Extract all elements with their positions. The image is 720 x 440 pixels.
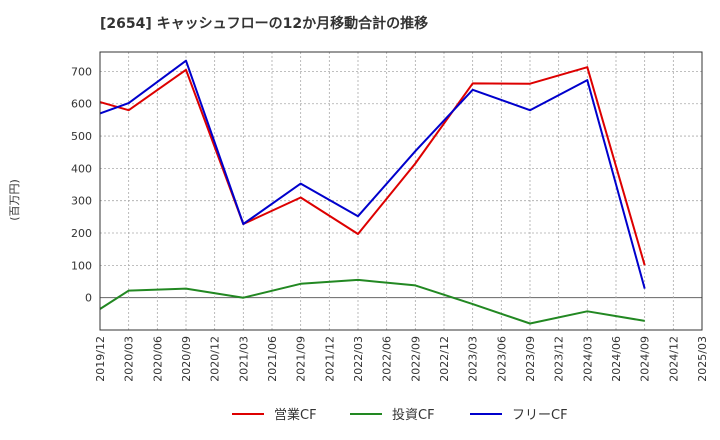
x-tick-2024/09: 2024/09 (639, 336, 652, 382)
y-tick-500: 500 (71, 130, 92, 143)
legend: 営業CF 投資CF フリーCF (232, 407, 568, 423)
legend-label-1: 投資CF (392, 407, 435, 423)
y-tick-labels: 0 100 200 300 400 500 600 700 (71, 65, 92, 304)
x-tick-labels: 2019/12 2020/03 2020/06 2020/09 2020/12 2021/… (94, 336, 709, 382)
x-tick-2022/09: 2022/09 (409, 336, 422, 382)
x-tick-2024/12: 2024/12 (667, 336, 680, 382)
x-tick-2024/06: 2024/06 (610, 336, 623, 382)
x-tick-2022/06: 2022/06 (381, 336, 394, 382)
x-tick-2023/03: 2023/03 (467, 336, 480, 382)
legend-label-2: フリーCF (512, 408, 568, 423)
x-tick-2023/12: 2023/12 (553, 336, 566, 382)
legend-label-0: 営業CF (274, 407, 317, 423)
x-tick-2022/12: 2022/12 (438, 336, 451, 382)
y-tick-0: 0 (85, 292, 92, 305)
series-lines (99, 59, 646, 325)
x-tick-2023/09: 2023/09 (524, 336, 537, 382)
y-tick-700: 700 (71, 65, 92, 78)
x-tick-2020/09: 2020/09 (180, 336, 193, 382)
series-line-2 (99, 59, 646, 289)
chart-title: [2654] キャッシュフローの12か月移動合計の推移 (100, 15, 428, 32)
x-tick-2025/03: 2025/03 (696, 336, 709, 382)
x-tick-2021/09: 2021/09 (295, 336, 308, 382)
y-tick-100: 100 (71, 259, 92, 272)
x-tick-2021/06: 2021/06 (266, 336, 279, 382)
y-tick-400: 400 (71, 162, 92, 175)
x-tick-2019/12: 2019/12 (94, 336, 107, 382)
x-tick-2024/03: 2024/03 (581, 336, 594, 382)
y-axis-label: (百万円) (8, 179, 21, 221)
x-tick-2022/03: 2022/03 (352, 336, 365, 382)
y-tick-300: 300 (71, 195, 92, 208)
x-tick-2020/06: 2020/06 (151, 336, 164, 382)
plot-frame (99, 51, 703, 331)
x-tick-2020/03: 2020/03 (123, 336, 136, 382)
x-tick-2023/06: 2023/06 (495, 336, 508, 382)
series-line-1 (99, 278, 645, 325)
x-tick-2020/12: 2020/12 (209, 336, 222, 382)
y-tick-600: 600 (71, 98, 92, 111)
x-tick-2021/03: 2021/03 (237, 336, 250, 382)
x-tick-2021/12: 2021/12 (323, 336, 336, 382)
series-line-0 (99, 66, 646, 266)
y-tick-200: 200 (71, 227, 92, 240)
